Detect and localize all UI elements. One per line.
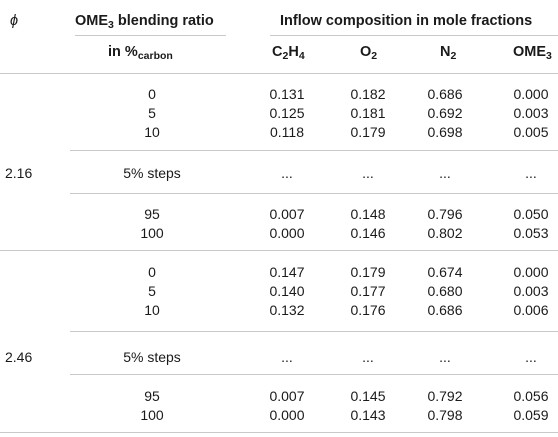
phi-value: 2.46 [5, 349, 33, 365]
table-cell: 0.177 [350, 283, 386, 299]
ratio-header-ome: OME [75, 13, 109, 29]
table-cell: ... [525, 349, 537, 365]
header-text-part: 2 [371, 50, 378, 62]
table-cell: ... [439, 349, 451, 365]
ratio-header: OME3 blending ratio [75, 12, 214, 31]
inflow-header: Inflow composition in mole fractions [280, 13, 533, 29]
table-cell: 0.005 [513, 124, 549, 140]
row-divider [70, 150, 558, 151]
table-cell: 0.003 [513, 105, 549, 121]
header-text-part: 2 [450, 50, 457, 62]
table-bottom-rule [0, 432, 558, 433]
table-cell: 5% steps [123, 349, 181, 365]
header-text-part: 2 [282, 50, 289, 62]
phi-header: ϕ [10, 13, 19, 29]
table-cell: 0.796 [427, 206, 463, 222]
table-cell: 0.182 [350, 86, 386, 102]
table-cell: 0.000 [269, 407, 305, 423]
table-cell: 0.686 [427, 86, 463, 102]
table-cell: 0.798 [427, 407, 463, 423]
table-cell: 0.143 [350, 407, 386, 423]
table-cell: 0.145 [350, 388, 386, 404]
table-cell: 0.006 [513, 302, 549, 318]
table-cell: 0.146 [350, 225, 386, 241]
col-header-c2h4: C2H4 [272, 43, 305, 62]
table-cell: 100 [140, 407, 164, 423]
table-cell: 10 [144, 124, 160, 140]
header-text-part: 3 [546, 50, 552, 62]
col-header-o2: O2 [360, 43, 377, 62]
table-cell: 5 [148, 283, 156, 299]
header-text-part: N [440, 44, 451, 60]
ratio-header-rule [75, 35, 226, 36]
table-cell: 0 [148, 86, 156, 102]
table-cell: ... [281, 165, 293, 181]
table-cell: 0.802 [427, 225, 463, 241]
table-cell: 0.007 [269, 206, 305, 222]
group-divider [0, 250, 558, 251]
table-cell: 0.140 [269, 283, 305, 299]
table-cell: ... [281, 349, 293, 365]
phi-value: 2.16 [5, 165, 33, 181]
ratio-header-sub: 3 [108, 19, 114, 31]
inflow-header-rule [270, 35, 558, 36]
table-cell: 0.181 [350, 105, 386, 121]
table-cell: 0.132 [269, 302, 305, 318]
table-cell: 0.118 [270, 124, 304, 140]
table-cell: 0.674 [427, 264, 463, 280]
table-cell: 0.125 [269, 105, 305, 121]
table-cell: 0.003 [513, 283, 549, 299]
header-text-part: C [272, 44, 283, 60]
ratio-unit-prefix: in % [108, 44, 138, 60]
table-cell: 0.059 [513, 407, 549, 423]
table-cell: 0.000 [269, 225, 305, 241]
table-cell: ... [439, 165, 451, 181]
table-cell: 0.050 [513, 206, 549, 222]
table-cell: 95 [144, 206, 160, 222]
table-cell: 0.686 [427, 302, 463, 318]
col-header-n2: N2 [440, 43, 456, 62]
ratio-unit-header: in %carbon [108, 43, 173, 62]
table-cell: 0.056 [513, 388, 549, 404]
header-bottom-rule [0, 73, 558, 74]
table-cell: 10 [144, 302, 160, 318]
table-cell: 0.007 [269, 388, 305, 404]
table-cell: 0.680 [427, 283, 463, 299]
ratio-header-rest: blending ratio [113, 13, 214, 29]
table-cell: 0.692 [427, 105, 463, 121]
table-cell: 0.176 [350, 302, 386, 318]
header-text-part: 4 [298, 50, 305, 62]
table-cell: 0.053 [513, 225, 549, 241]
table-cell: 0.792 [427, 388, 463, 404]
col-header-ome3: OME3 [513, 43, 552, 62]
header-text-part: H [288, 44, 299, 60]
table-cell: 0.179 [350, 264, 386, 280]
table-cell: 0.179 [350, 124, 386, 140]
table-cell: 0.148 [350, 206, 386, 222]
table-cell: ... [362, 349, 374, 365]
row-divider [70, 374, 558, 375]
table-cell: 5 [148, 105, 156, 121]
table-cell: 100 [140, 225, 164, 241]
table-cell: 0.000 [513, 264, 549, 280]
table-cell: 0 [148, 264, 156, 280]
table-cell: 0.147 [269, 264, 305, 280]
table-cell: ... [362, 165, 374, 181]
row-divider [70, 193, 558, 194]
table-cell: ... [525, 165, 537, 181]
table-cell: 95 [144, 388, 160, 404]
table-cell: 0.131 [269, 86, 305, 102]
header-text-part: OME [513, 44, 547, 60]
table-cell: 5% steps [123, 165, 181, 181]
header-text-part: O [360, 44, 372, 60]
ratio-unit-sub: carbon [137, 50, 173, 62]
table-cell: 0.698 [427, 124, 463, 140]
table-cell: 0.000 [513, 86, 549, 102]
row-divider [70, 331, 558, 332]
